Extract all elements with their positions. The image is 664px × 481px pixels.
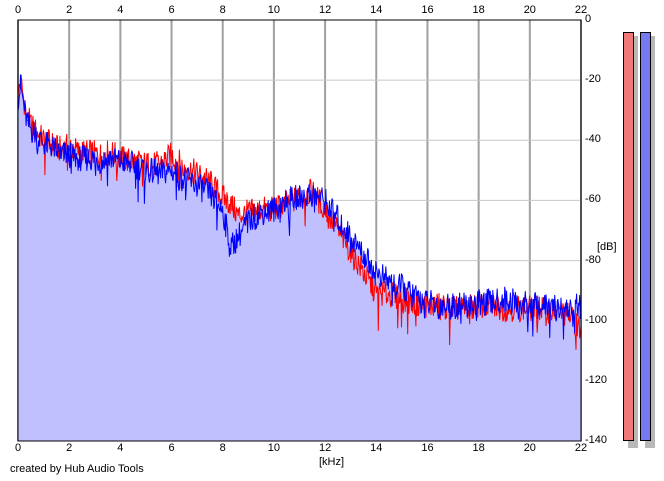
series-line-blue bbox=[17, 74, 582, 340]
series-lines bbox=[17, 74, 582, 350]
x-tick-label-top: 14 bbox=[370, 4, 383, 16]
x-tick-label-top: 12 bbox=[318, 4, 332, 16]
y-tick-label: -140 bbox=[585, 434, 608, 446]
x-tick-label-top: 16 bbox=[421, 4, 434, 16]
y-tick-label: -100 bbox=[585, 313, 608, 326]
x-tick-label-bottom: 20 bbox=[523, 442, 536, 454]
x-axis-label: [kHz] bbox=[319, 456, 345, 468]
x-tick-label-top: 18 bbox=[472, 4, 485, 16]
x-tick-label-bottom: 16 bbox=[421, 442, 434, 454]
x-tick-label-bottom: 8 bbox=[219, 442, 226, 454]
y-tick-label: -120 bbox=[585, 373, 608, 386]
x-tick-label-bottom: 22 bbox=[574, 442, 588, 454]
x-tick-label-top: 22 bbox=[574, 4, 588, 16]
x-tick-label-bottom: 6 bbox=[168, 442, 175, 454]
right-channel-meter bbox=[640, 32, 651, 441]
x-tick-label-top: 0 bbox=[14, 4, 22, 16]
x-tick-label-top: 2 bbox=[66, 4, 73, 16]
x-tick-label-top: 6 bbox=[168, 4, 175, 16]
y-tick-label: -20 bbox=[585, 73, 601, 86]
left-channel-meter bbox=[623, 32, 634, 441]
x-tick-label-bottom: 14 bbox=[370, 442, 383, 454]
x-tick-label-bottom: 18 bbox=[472, 442, 485, 454]
credit-text: created by Hub Audio Tools bbox=[10, 463, 144, 475]
y-tick-label: -40 bbox=[585, 133, 601, 146]
x-tick-label-bottom: 2 bbox=[66, 442, 73, 454]
y-axis-label: [dB] bbox=[597, 241, 617, 253]
x-tick-label-bottom: 4 bbox=[117, 442, 124, 454]
plot-frame bbox=[17, 19, 582, 442]
x-tick-label-bottom: 0 bbox=[14, 442, 22, 454]
x-tick-label-top: 4 bbox=[117, 4, 124, 16]
x-tick-label-bottom: 12 bbox=[318, 442, 332, 454]
y-tick-label: -80 bbox=[585, 253, 601, 266]
x-tick-label-top: 20 bbox=[523, 4, 536, 16]
x-tick-label-bottom: 10 bbox=[267, 442, 281, 454]
x-tick-label-top: 8 bbox=[219, 4, 226, 16]
series-area-fill bbox=[18, 74, 581, 441]
y-tick-label: -60 bbox=[585, 193, 601, 206]
y-tick-label: 0 bbox=[585, 13, 592, 25]
x-tick-label-top: 10 bbox=[267, 4, 281, 16]
